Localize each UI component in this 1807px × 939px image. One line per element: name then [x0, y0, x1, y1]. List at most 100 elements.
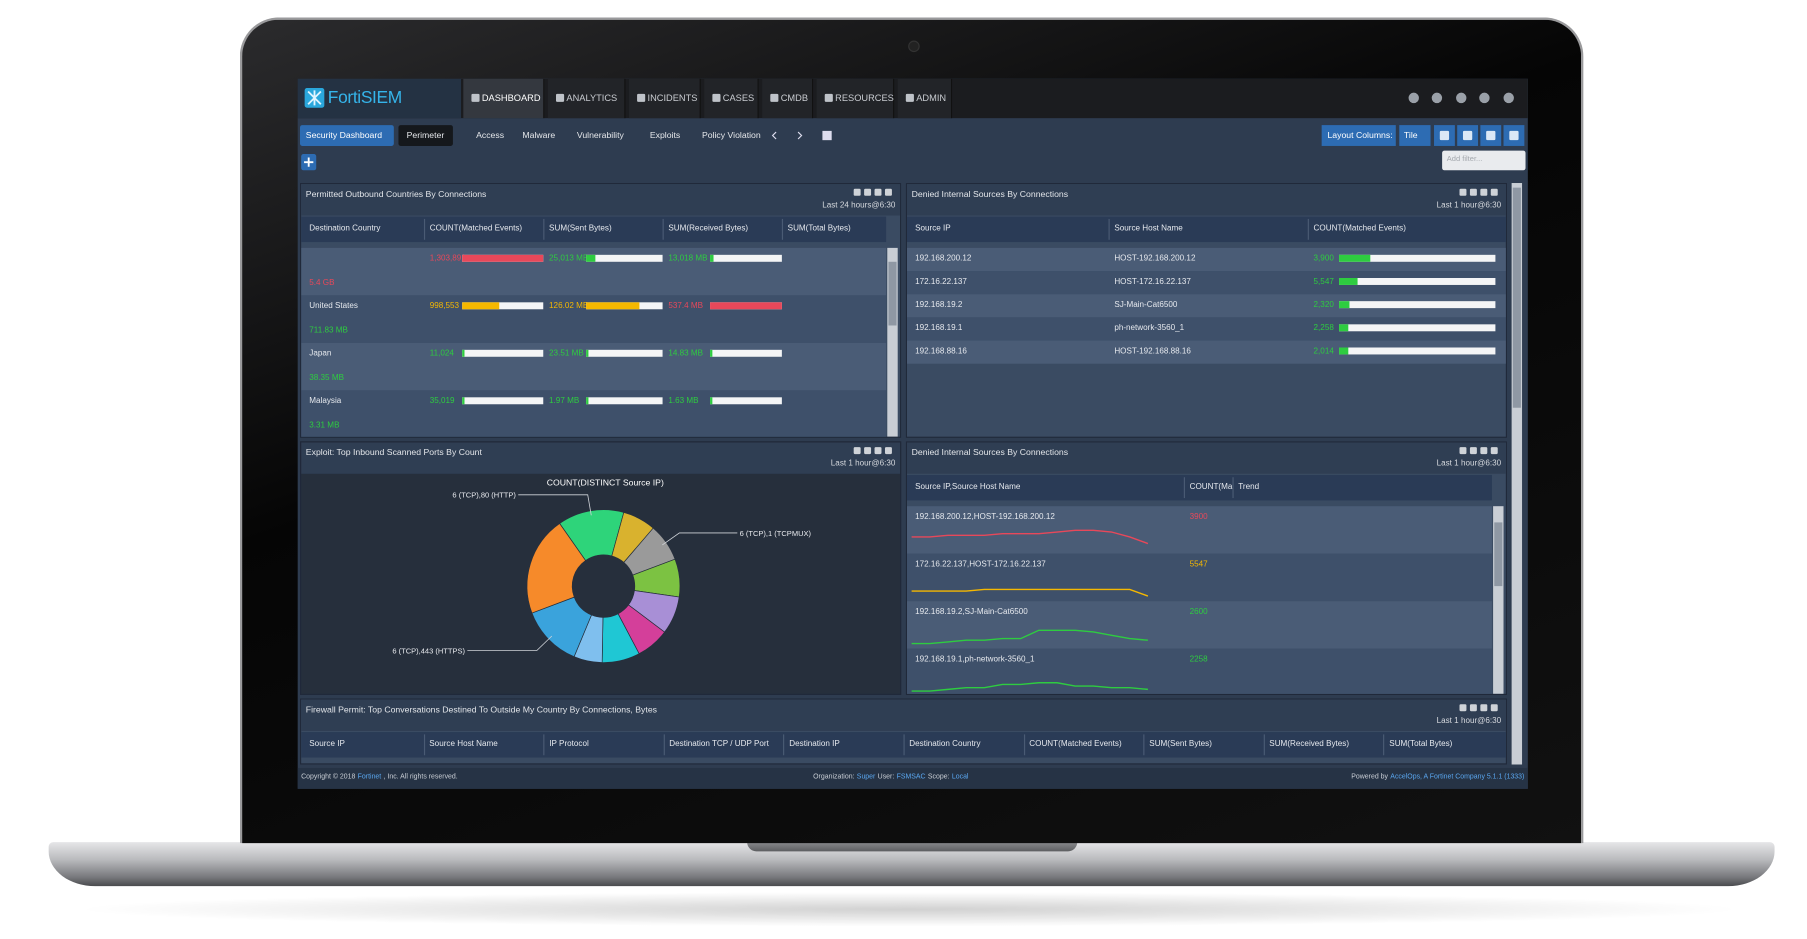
widget-icon[interactable] [864, 447, 872, 455]
graphic: 6 (TCP),80 (HTTP) 6 (TCP),1 (TCPMUX) 6 (TC… [392, 491, 812, 663]
widget: Denied Internal Sources By Connections La… [905, 441, 1507, 695]
bar-track [1339, 347, 1496, 355]
table-row [906, 648, 1492, 694]
dashboard-tab[interactable]: Perimeter [398, 125, 453, 146]
cell-count: 2,014 [1313, 347, 1334, 356]
nav-item[interactable]: ADMIN [897, 78, 953, 119]
dashboard-select[interactable]: Security Dashboard [300, 125, 394, 146]
bar-fill [1339, 301, 1350, 309]
column-divider [1232, 477, 1234, 499]
row-label: 192.168.19.2,SJ-Main-Cat6500 [915, 608, 1028, 617]
widget-icon[interactable] [884, 447, 892, 455]
nav-item[interactable]: INCIDENTS [628, 78, 701, 119]
nav-item[interactable]: CASES [704, 78, 759, 119]
filter-placeholder: Add filter... [1446, 155, 1483, 164]
widget-icon[interactable] [874, 188, 882, 196]
widget-icon[interactable] [1469, 704, 1477, 712]
widget-header [301, 699, 1506, 731]
bar-fill [710, 254, 714, 262]
widget-icon[interactable] [853, 447, 861, 455]
scrollbar-thumb [888, 261, 897, 326]
widget-icon[interactable] [1480, 704, 1488, 712]
nav-item[interactable]: CMDB [762, 78, 814, 119]
widget-icon[interactable] [1459, 447, 1467, 455]
cell-value: 1.97 MB [549, 397, 580, 406]
screen: FortiSIEM DASHBOARD ANALYTICS INCIDENTS CASE… [297, 78, 1528, 789]
widget-header [906, 184, 1506, 216]
bar-track [462, 397, 544, 405]
dashboard-tab-label: Malware [522, 129, 556, 141]
toolbar-button-icon [1462, 130, 1473, 141]
nav-item[interactable]: DASHBOARD [463, 78, 545, 119]
widget-icon[interactable] [864, 188, 872, 196]
slice-label: 6 (TCP),1 (TCPMUX) [740, 529, 812, 538]
footer-text: Copyright © 2018 [301, 773, 356, 781]
filter-input[interactable]: Add filter... [1442, 150, 1526, 171]
bar-fill [462, 397, 465, 405]
widget-icon[interactable] [1490, 188, 1498, 196]
header-icon[interactable] [1479, 92, 1490, 104]
widget-icon[interactable] [1490, 704, 1498, 712]
widget-icon[interactable] [853, 188, 861, 196]
widget-icon[interactable] [1469, 188, 1477, 196]
toolbar-button[interactable] [1457, 125, 1479, 146]
column-divider [1307, 218, 1309, 240]
nav-label: CASES [722, 92, 755, 104]
scrollbar-thumb [1512, 187, 1521, 408]
column-divider [1023, 734, 1025, 756]
cell-value: 25,013 MB [549, 254, 589, 263]
column-divider [423, 218, 426, 240]
header-icon[interactable] [1503, 92, 1514, 104]
header-icon[interactable] [1456, 92, 1467, 104]
dashboard-tab-label: Vulnerability [576, 129, 624, 141]
widget-icon[interactable] [1480, 447, 1488, 455]
nav-item[interactable]: ANALYTICS [547, 78, 626, 119]
footer-text: Powered by [1351, 773, 1388, 781]
nav-item[interactable]: RESOURCES [816, 78, 895, 119]
column-divider [1108, 218, 1110, 240]
widget-icon[interactable] [884, 188, 892, 196]
layout-columns[interactable]: Layout Columns: [1321, 125, 1396, 146]
cell-value: 23.51 MB [549, 349, 584, 358]
widget-title: Denied Internal Sources By Connections [911, 188, 1069, 200]
cell-total: 5.4 GB [309, 279, 335, 288]
widget-icon[interactable] [1459, 704, 1467, 712]
column-divider [1143, 734, 1145, 756]
header-icon[interactable] [1408, 92, 1419, 104]
dashboard-tab[interactable]: Policy Violation [694, 125, 769, 146]
column-divider [1263, 734, 1265, 756]
toolbar-button[interactable] [1480, 125, 1502, 146]
camera [908, 40, 920, 53]
logo-icon-mark [307, 90, 322, 106]
nav-icon [471, 93, 480, 102]
dashboard-tab[interactable]: Malware [514, 125, 563, 146]
toolbar-button[interactable] [1503, 125, 1525, 146]
header-icon[interactable] [1431, 92, 1443, 104]
dashboard-tab[interactable]: Exploits [642, 125, 689, 146]
layout-value[interactable]: Tile [1399, 125, 1431, 146]
widget-icon[interactable] [1480, 188, 1488, 196]
add-widget[interactable] [301, 154, 317, 171]
column-divider [903, 734, 905, 756]
bar-fill [710, 349, 713, 357]
toolbar-button-icon [1509, 130, 1519, 141]
row-label: 192.168.200.12,HOST-192.168.200.12 [915, 513, 1055, 522]
widget-icon[interactable] [1459, 188, 1467, 196]
row-count: 2600 [1189, 608, 1208, 617]
widget-icon[interactable] [1490, 447, 1498, 455]
toolbar-button[interactable] [1434, 125, 1455, 146]
footer-text[interactable]: Fortinet [357, 773, 382, 781]
widget-title: Exploit: Top Inbound Scanned Ports By Co… [305, 447, 482, 458]
dashboard-tab[interactable]: Vulnerability [569, 125, 632, 146]
dashboard-tab[interactable]: Access [468, 125, 512, 146]
trend-line [911, 629, 1148, 645]
trend-line [911, 529, 1149, 545]
widget-header [906, 442, 1506, 474]
footer-text[interactable]: AccelOps, A Fortinet Company 5.1.1 (1333… [1390, 773, 1525, 781]
widget-icon[interactable] [1469, 447, 1477, 455]
widget-icon[interactable] [874, 447, 882, 455]
cell-country: Malaysia [309, 397, 342, 406]
tab-next [797, 131, 803, 140]
